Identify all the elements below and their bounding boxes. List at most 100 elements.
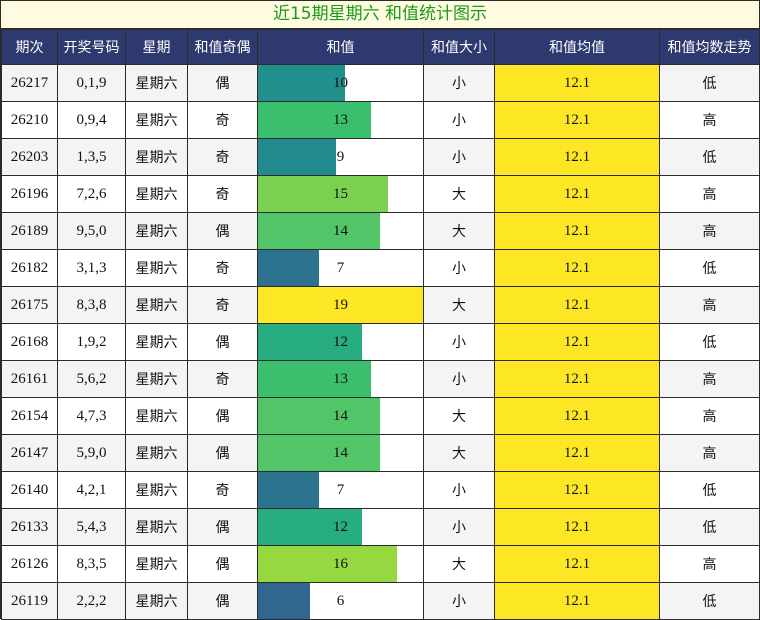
sum-value-label: 6	[336, 593, 345, 609]
issue-cell: 26210	[1, 101, 58, 139]
col-header-sum: 和值	[257, 29, 424, 65]
sum-value-label: 14	[333, 408, 348, 424]
parity-cell: 偶	[187, 323, 258, 361]
average-cell: 12.1	[494, 101, 660, 139]
trend-cell: 高	[659, 360, 760, 398]
table-row: 26203 1,3,5 星期六奇 9 小 12.1 低	[1, 138, 760, 176]
issue-cell: 26119	[1, 582, 58, 620]
sum-bar	[258, 546, 397, 582]
numbers-cell: 8,3,8	[57, 286, 126, 324]
parity-cell: 奇	[187, 249, 258, 287]
parity-cell: 奇	[187, 138, 258, 176]
sum-cell: 13	[257, 360, 424, 398]
average-cell: 12.1	[494, 360, 660, 398]
table-row: 26140 4,2,1 星期六奇 7 小 12.1 低	[1, 471, 760, 509]
col-header-size: 和值大小	[423, 29, 495, 65]
size-cell: 小	[423, 323, 495, 361]
table-row: 26210 0,9,4 星期六奇 13 小 12.1 高	[1, 101, 760, 139]
weekday-cell: 星期六	[125, 360, 188, 398]
weekday-cell: 星期六	[125, 323, 188, 361]
sum-bar	[258, 139, 337, 175]
issue-cell: 26126	[1, 545, 58, 583]
sum-value-label: 14	[333, 445, 348, 461]
sum-value-label: 12	[333, 519, 348, 535]
col-header-average: 和值均值	[494, 29, 660, 65]
weekday-cell: 星期六	[125, 545, 188, 583]
weekday-cell: 星期六	[125, 249, 188, 287]
weekday-cell: 星期六	[125, 175, 188, 213]
issue-cell: 26133	[1, 508, 58, 546]
sum-cell: 14	[257, 434, 424, 472]
sum-bar	[258, 361, 371, 397]
table-row: 26133 5,4,3 星期六偶 12 小 12.1 低	[1, 508, 760, 546]
size-cell: 小	[423, 64, 495, 102]
sum-bar	[258, 176, 389, 212]
average-cell: 12.1	[494, 138, 660, 176]
average-cell: 12.1	[494, 471, 660, 509]
sum-value-label: 7	[336, 482, 345, 498]
size-cell: 小	[423, 101, 495, 139]
sum-cell: 9	[257, 138, 424, 176]
size-cell: 大	[423, 175, 495, 213]
issue-cell: 26182	[1, 249, 58, 287]
issue-cell: 26140	[1, 471, 58, 509]
trend-cell: 高	[659, 175, 760, 213]
table-row: 26189 9,5,0 星期六偶 14 大 12.1 高	[1, 212, 760, 250]
trend-cell: 低	[659, 323, 760, 361]
issue-cell: 26175	[1, 286, 58, 324]
sum-bar	[258, 65, 345, 101]
col-header-numbers: 开奖号码	[57, 29, 126, 65]
issue-cell: 26147	[1, 434, 58, 472]
numbers-cell: 7,2,6	[57, 175, 126, 213]
sum-cell: 14	[257, 212, 424, 250]
table-row: 26119 2,2,2 星期六偶 6 小 12.1 低	[1, 582, 760, 620]
sum-bar	[258, 213, 380, 249]
trend-cell: 高	[659, 545, 760, 583]
size-cell: 大	[423, 434, 495, 472]
weekday-cell: 星期六	[125, 101, 188, 139]
trend-cell: 低	[659, 249, 760, 287]
parity-cell: 奇	[187, 101, 258, 139]
table-row: 26147 5,9,0 星期六偶 14 大 12.1 高	[1, 434, 760, 472]
size-cell: 大	[423, 545, 495, 583]
table-row: 26217 0,1,9 星期六偶 10 小 12.1 低	[1, 64, 760, 102]
table-row: 26182 3,1,3 星期六奇 7 小 12.1 低	[1, 249, 760, 287]
parity-cell: 奇	[187, 360, 258, 398]
sum-value-label: 9	[336, 149, 345, 165]
issue-cell: 26217	[1, 64, 58, 102]
numbers-cell: 2,2,2	[57, 582, 126, 620]
col-header-trend: 和值均数走势	[659, 29, 760, 65]
parity-cell: 偶	[187, 434, 258, 472]
parity-cell: 偶	[187, 397, 258, 435]
sum-cell: 10	[257, 64, 424, 102]
sum-value-label: 13	[333, 371, 348, 387]
chart-title: 近15期星期六 和值统计图示	[1, 1, 759, 29]
numbers-cell: 5,4,3	[57, 508, 126, 546]
sum-value-label: 7	[336, 260, 345, 276]
sum-bar	[258, 250, 319, 286]
col-header-issue: 期次	[1, 29, 58, 65]
size-cell: 小	[423, 508, 495, 546]
sum-table: 期次 开奖号码 星期 和值奇偶 和值 和值大小 和值均值 和值均数走势 2621…	[1, 29, 760, 620]
average-cell: 12.1	[494, 545, 660, 583]
sum-bar	[258, 324, 363, 360]
numbers-cell: 8,3,5	[57, 545, 126, 583]
weekday-cell: 星期六	[125, 471, 188, 509]
numbers-cell: 1,3,5	[57, 138, 126, 176]
trend-cell: 高	[659, 397, 760, 435]
average-cell: 12.1	[494, 323, 660, 361]
trend-cell: 低	[659, 508, 760, 546]
sum-cell: 7	[257, 471, 424, 509]
weekday-cell: 星期六	[125, 508, 188, 546]
numbers-cell: 0,1,9	[57, 64, 126, 102]
issue-cell: 26196	[1, 175, 58, 213]
weekday-cell: 星期六	[125, 212, 188, 250]
sum-bar	[258, 472, 319, 508]
size-cell: 小	[423, 582, 495, 620]
trend-cell: 低	[659, 64, 760, 102]
sum-cell: 7	[257, 249, 424, 287]
sum-bar	[258, 398, 380, 434]
weekday-cell: 星期六	[125, 397, 188, 435]
size-cell: 小	[423, 360, 495, 398]
sum-bar	[258, 583, 311, 619]
